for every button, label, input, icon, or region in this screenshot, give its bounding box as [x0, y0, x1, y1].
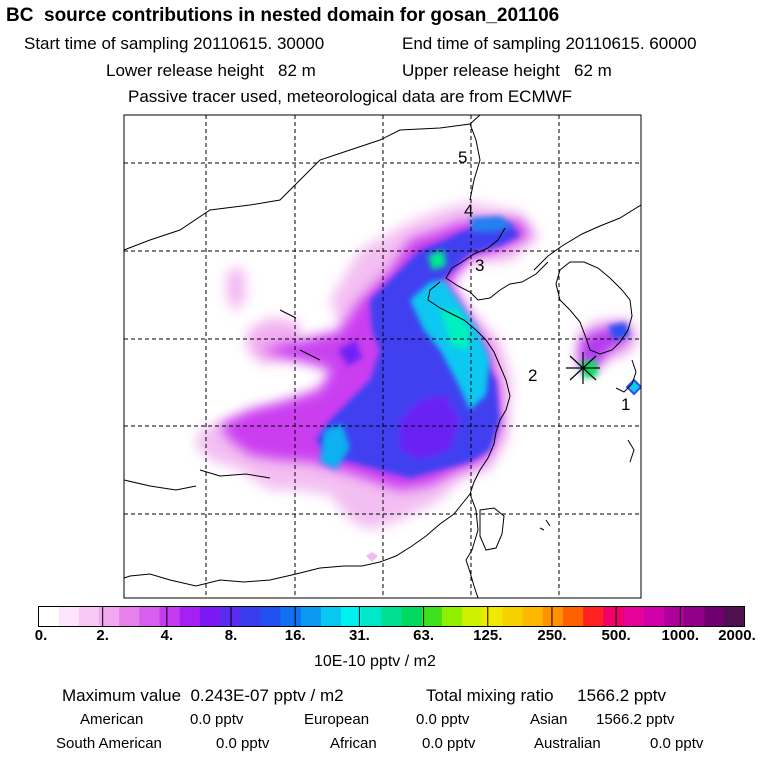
- colorbar-cell: [341, 606, 362, 627]
- colorbar-tick-label: 1000.: [661, 627, 700, 644]
- maximum-value: Maximum value 0.243E-07 pptv / m2: [62, 686, 344, 705]
- source-contribution-map: 5 4 3 2 1: [123, 114, 642, 599]
- contribution-field: [124, 115, 641, 598]
- trajectory-label-5: 5: [458, 148, 467, 167]
- colorbar-cell: [462, 606, 483, 627]
- colorbar-cell: [300, 606, 322, 627]
- trajectory-label-3: 3: [475, 256, 484, 275]
- trajectory-label-1: 1: [621, 395, 630, 414]
- colorbar-tick-label: 31.: [348, 627, 370, 644]
- region-name-american: American: [80, 711, 144, 728]
- colorbar-cell: [542, 606, 564, 627]
- colorbar-cell: [381, 606, 402, 627]
- colorbar-cell: [38, 606, 59, 627]
- colorbar-cell: [220, 606, 241, 627]
- end-sampling-label: End time of sampling 20110615. 60000: [402, 34, 697, 53]
- colorbar-cell: [280, 606, 302, 627]
- total-mixing-ratio: Total mixing ratio 1566.2 pptv: [426, 686, 667, 705]
- colorbar-cell: [663, 606, 685, 627]
- region-value-african: 0.0 pptv: [422, 735, 476, 752]
- map-title: BC source contributions in nested domain…: [6, 5, 560, 26]
- colorbar-tick-label: 500.: [601, 627, 631, 644]
- coastline: [124, 115, 641, 598]
- colorbar-tick-label: 125.: [473, 627, 503, 644]
- colorbar-cell: [502, 606, 523, 627]
- colorbar-tick-label: 8.: [224, 627, 238, 644]
- receptor-star-icon: [566, 352, 600, 384]
- colorbar-cell: [179, 606, 201, 627]
- colorbar-units: 10E-10 pptv / m2: [314, 653, 436, 670]
- colorbar-tick-label: 250.: [537, 627, 567, 644]
- colorbar-cell: [240, 606, 261, 627]
- colorbar-tick-label: 63.: [413, 627, 435, 644]
- colorbar-cell: [603, 606, 624, 627]
- colorbar-cell: [441, 606, 463, 627]
- colorbar-cell: [643, 606, 665, 627]
- colorbar-cell: [320, 606, 342, 627]
- colorbar-cell: [199, 606, 221, 627]
- region-name-south-american: South American: [56, 735, 162, 752]
- region-name-european: European: [304, 711, 370, 728]
- colorbar-cell: [119, 606, 140, 627]
- colorbar-cell: [522, 606, 544, 627]
- colorbar-cell: [623, 606, 644, 627]
- region-value-american: 0.0 pptv: [190, 711, 244, 728]
- colorbar-cell: [78, 606, 100, 627]
- colorbar-tick-label: 16.: [284, 627, 306, 644]
- map-grid: [124, 115, 641, 598]
- colorbar-tick-label: 2.: [96, 627, 109, 644]
- colorbar-cell: [99, 606, 120, 627]
- colorbar-cell: [583, 606, 604, 627]
- colorbar-cell: [401, 606, 423, 627]
- colorbar-cell: [421, 606, 443, 627]
- colorbar-tick-label: 0.: [34, 627, 48, 644]
- colorbar-cell: [482, 606, 503, 627]
- colorbar-cell: [562, 606, 584, 627]
- colorbar-cell: [704, 606, 725, 627]
- map-frame: [123, 114, 642, 599]
- colorbar-tick-label: 4.: [160, 627, 174, 644]
- colorbar-cell: [724, 606, 745, 627]
- region-value-australian: 0.0 pptv: [650, 735, 704, 752]
- region-value-european: 0.0 pptv: [416, 711, 470, 728]
- colorbar-cell: [58, 606, 80, 627]
- colorbar: [38, 606, 745, 627]
- region-name-african: African: [330, 735, 377, 752]
- trajectory-label-4: 4: [464, 201, 473, 220]
- lower-release-label: Lower release height 82 m: [106, 61, 316, 80]
- trajectory-label-2: 2: [528, 366, 537, 385]
- start-sampling-label: Start time of sampling 20110615. 30000: [24, 34, 325, 53]
- colorbar-cell: [683, 606, 705, 627]
- region-value-asian: 1566.2 pptv: [596, 711, 675, 728]
- region-value-south-american: 0.0 pptv: [216, 735, 270, 752]
- tracer-note: Passive tracer used, meteorological data…: [128, 87, 573, 106]
- colorbar-cell: [159, 606, 180, 627]
- region-name-asian: Asian: [530, 711, 568, 728]
- colorbar-tick-label: 2000.: [718, 627, 756, 644]
- upper-release-label: Upper release height 62 m: [402, 61, 612, 80]
- colorbar-cell: [260, 606, 281, 627]
- colorbar-cell: [139, 606, 160, 627]
- region-name-australian: Australian: [534, 735, 601, 752]
- colorbar-cell: [361, 606, 382, 627]
